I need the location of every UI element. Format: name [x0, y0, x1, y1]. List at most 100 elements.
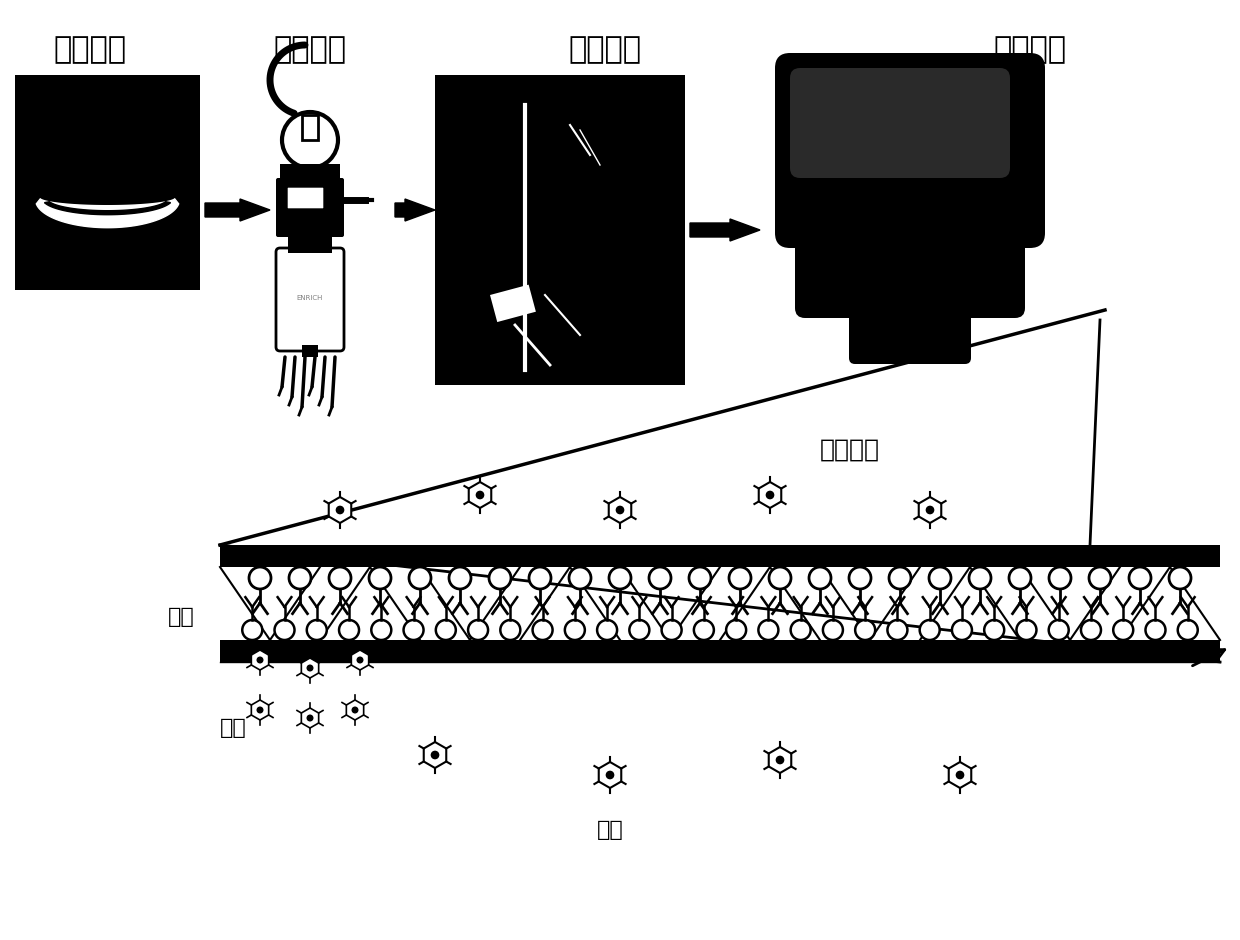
Polygon shape	[599, 762, 621, 788]
Circle shape	[849, 567, 870, 589]
FancyBboxPatch shape	[286, 187, 324, 209]
Text: 采集样品: 采集样品	[53, 35, 126, 64]
Circle shape	[889, 567, 911, 589]
Text: 光线: 光线	[167, 607, 195, 627]
Circle shape	[1049, 567, 1071, 589]
Circle shape	[489, 567, 511, 589]
Circle shape	[569, 567, 591, 589]
Circle shape	[274, 620, 295, 640]
Circle shape	[1049, 620, 1069, 640]
Circle shape	[662, 620, 682, 640]
Circle shape	[1178, 620, 1198, 640]
Bar	[490, 285, 536, 322]
Circle shape	[249, 567, 272, 589]
Polygon shape	[346, 700, 363, 720]
Circle shape	[920, 620, 940, 640]
Circle shape	[529, 567, 551, 589]
FancyBboxPatch shape	[795, 218, 1025, 318]
Circle shape	[791, 620, 811, 640]
Circle shape	[449, 567, 471, 589]
Polygon shape	[469, 482, 491, 508]
Circle shape	[352, 707, 358, 713]
Circle shape	[370, 567, 391, 589]
Circle shape	[888, 620, 908, 640]
Polygon shape	[329, 497, 351, 523]
Circle shape	[357, 657, 363, 663]
Polygon shape	[949, 762, 971, 788]
Circle shape	[1128, 567, 1151, 589]
Circle shape	[1114, 620, 1133, 640]
Polygon shape	[609, 497, 631, 523]
Text: 抗体: 抗体	[219, 718, 247, 738]
Circle shape	[766, 492, 774, 498]
Polygon shape	[45, 202, 170, 214]
Bar	[303, 345, 317, 357]
Text: ENRICH: ENRICH	[296, 295, 324, 301]
Circle shape	[533, 620, 553, 640]
Circle shape	[565, 620, 585, 640]
Circle shape	[435, 620, 456, 640]
Circle shape	[929, 567, 951, 589]
Circle shape	[926, 507, 934, 513]
Text: 浓缩样品: 浓缩样品	[568, 35, 641, 64]
Polygon shape	[252, 650, 269, 670]
FancyBboxPatch shape	[277, 248, 343, 351]
Circle shape	[985, 620, 1004, 640]
Circle shape	[306, 620, 327, 640]
FancyBboxPatch shape	[849, 292, 971, 364]
Polygon shape	[252, 700, 269, 720]
Circle shape	[759, 620, 779, 640]
Circle shape	[694, 620, 714, 640]
Circle shape	[308, 715, 312, 721]
Circle shape	[409, 567, 432, 589]
Circle shape	[371, 620, 392, 640]
Circle shape	[856, 620, 875, 640]
Circle shape	[1017, 620, 1037, 640]
FancyBboxPatch shape	[775, 53, 1045, 248]
Polygon shape	[759, 482, 781, 508]
Bar	[219, 640, 1220, 662]
Polygon shape	[769, 747, 791, 773]
Circle shape	[339, 620, 360, 640]
Polygon shape	[36, 199, 179, 227]
Circle shape	[403, 620, 424, 640]
Circle shape	[952, 620, 972, 640]
Circle shape	[616, 507, 624, 513]
Circle shape	[329, 567, 351, 589]
Bar	[15, 75, 200, 290]
Circle shape	[289, 567, 311, 589]
Circle shape	[1146, 620, 1166, 640]
Circle shape	[432, 751, 439, 759]
Circle shape	[1081, 620, 1101, 640]
Circle shape	[630, 620, 650, 640]
FancyBboxPatch shape	[790, 68, 1011, 178]
Polygon shape	[689, 219, 760, 241]
Circle shape	[729, 567, 751, 589]
Bar	[280, 164, 340, 182]
Circle shape	[242, 620, 262, 640]
Circle shape	[257, 707, 263, 713]
Circle shape	[823, 620, 843, 640]
Text: 富集样品: 富集样品	[274, 35, 346, 64]
Circle shape	[649, 567, 671, 589]
Circle shape	[1089, 567, 1111, 589]
Polygon shape	[301, 708, 319, 728]
Circle shape	[257, 657, 263, 663]
Polygon shape	[205, 199, 270, 221]
Circle shape	[336, 507, 343, 513]
Circle shape	[606, 772, 614, 778]
Polygon shape	[919, 497, 941, 523]
Text: 光感检测: 光感检测	[820, 438, 880, 462]
Bar	[435, 75, 684, 385]
Circle shape	[476, 492, 484, 498]
Circle shape	[609, 567, 631, 589]
Circle shape	[500, 620, 521, 640]
Polygon shape	[351, 650, 368, 670]
Circle shape	[467, 620, 489, 640]
Circle shape	[808, 567, 831, 589]
Text: 检测样品: 检测样品	[993, 35, 1066, 64]
Circle shape	[968, 567, 991, 589]
Circle shape	[769, 567, 791, 589]
Bar	[288, 235, 332, 253]
Circle shape	[689, 567, 711, 589]
